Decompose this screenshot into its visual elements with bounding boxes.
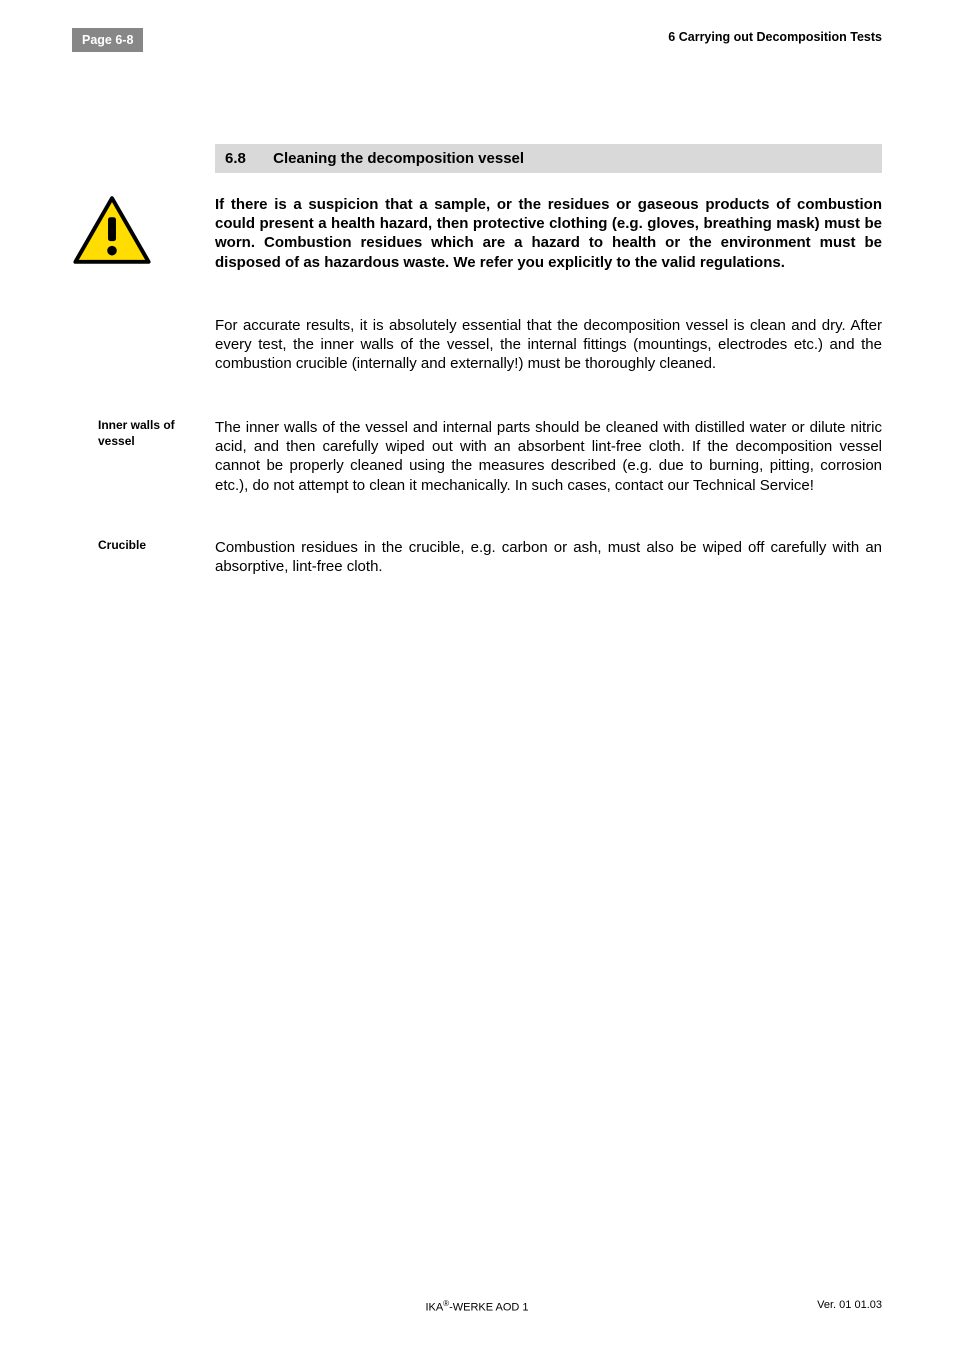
page-footer: IKA®-WERKE AOD 1 Ver. 01 01.03 xyxy=(72,1299,882,1311)
inner-walls-paragraph: The inner walls of the vessel and intern… xyxy=(215,418,882,495)
warning-text: If there is a suspicion that a sample, o… xyxy=(215,195,882,272)
section-number: 6.8 xyxy=(225,150,269,167)
crucible-paragraph: Combustion residues in the crucible, e.g… xyxy=(215,538,882,576)
page-number-tab: Page 6-8 xyxy=(72,28,143,52)
section-heading: 6.8 Cleaning the decomposition vessel xyxy=(215,144,882,173)
chapter-title: 6 Carrying out Decomposition Tests xyxy=(668,30,882,44)
section-title: Cleaning the decomposition vessel xyxy=(273,150,524,167)
margin-note-inner-walls: Inner walls of vessel xyxy=(98,418,208,449)
footer-brand-prefix: IKA xyxy=(425,1302,443,1314)
warning-triangle-icon xyxy=(72,195,152,265)
intro-paragraph: For accurate results, it is absolutely e… xyxy=(215,316,882,374)
footer-center: IKA®-WERKE AOD 1 xyxy=(72,1299,882,1314)
footer-brand-suffix: -WERKE AOD 1 xyxy=(449,1302,528,1314)
margin-note-crucible: Crucible xyxy=(98,538,208,554)
